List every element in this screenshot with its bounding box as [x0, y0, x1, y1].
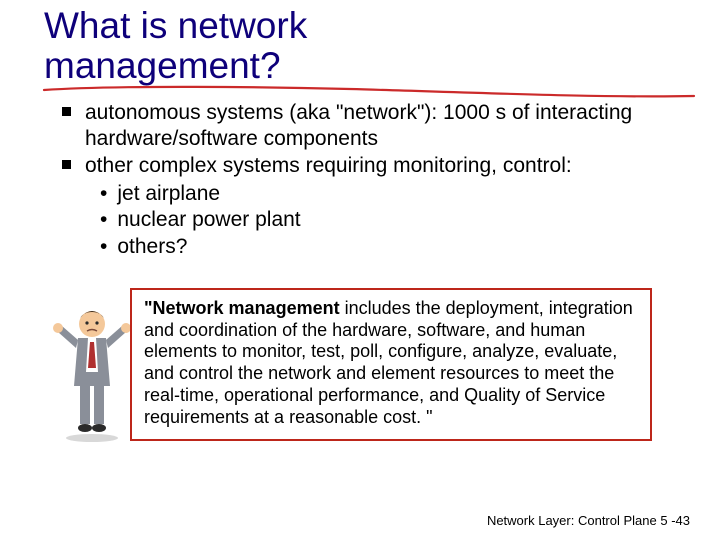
confused-person-icon: [50, 302, 134, 442]
definition-quote-box: "Network management includes the deploym…: [130, 288, 652, 442]
slide-footer: Network Layer: Control Plane 5 -43: [487, 513, 690, 528]
title-line-1: What is network: [44, 5, 307, 46]
footer-page: 5 -43: [660, 513, 690, 528]
sub-bullet-item: • nuclear power plant: [100, 207, 720, 233]
dot-bullet-icon: •: [100, 207, 107, 233]
sub-bullet-item: • others?: [100, 234, 720, 260]
definition-quote-text: "Network management includes the deploym…: [144, 298, 638, 430]
title-line-2: management?: [44, 45, 281, 86]
slide-title: What is network management?: [44, 6, 720, 86]
title-block: What is network management?: [0, 0, 720, 86]
bullet-item: other complex systems requiring monitori…: [62, 153, 720, 179]
bullet-item: autonomous systems (aka "network"): 1000…: [62, 100, 720, 151]
sub-bullet-text: nuclear power plant: [117, 207, 300, 233]
square-bullet-icon: [62, 160, 71, 169]
square-bullet-icon: [62, 107, 71, 116]
sub-bullet-list: • jet airplane • nuclear power plant • o…: [100, 181, 720, 260]
dot-bullet-icon: •: [100, 181, 107, 207]
sub-bullet-text: jet airplane: [117, 181, 220, 207]
slide-root: What is network management? autonomous s…: [0, 0, 720, 540]
sub-bullet-text: others?: [117, 234, 187, 260]
dot-bullet-icon: •: [100, 234, 107, 260]
bullet-text: other complex systems requiring monitori…: [85, 153, 572, 179]
footer-chapter: Network Layer: Control Plane: [487, 513, 660, 528]
sub-bullet-item: • jet airplane: [100, 181, 720, 207]
bullet-list: autonomous systems (aka "network"): 1000…: [62, 100, 720, 260]
bullet-text: autonomous systems (aka "network"): 1000…: [85, 100, 645, 151]
hand-underline: [40, 84, 700, 106]
quote-lead: "Network management: [144, 298, 340, 318]
